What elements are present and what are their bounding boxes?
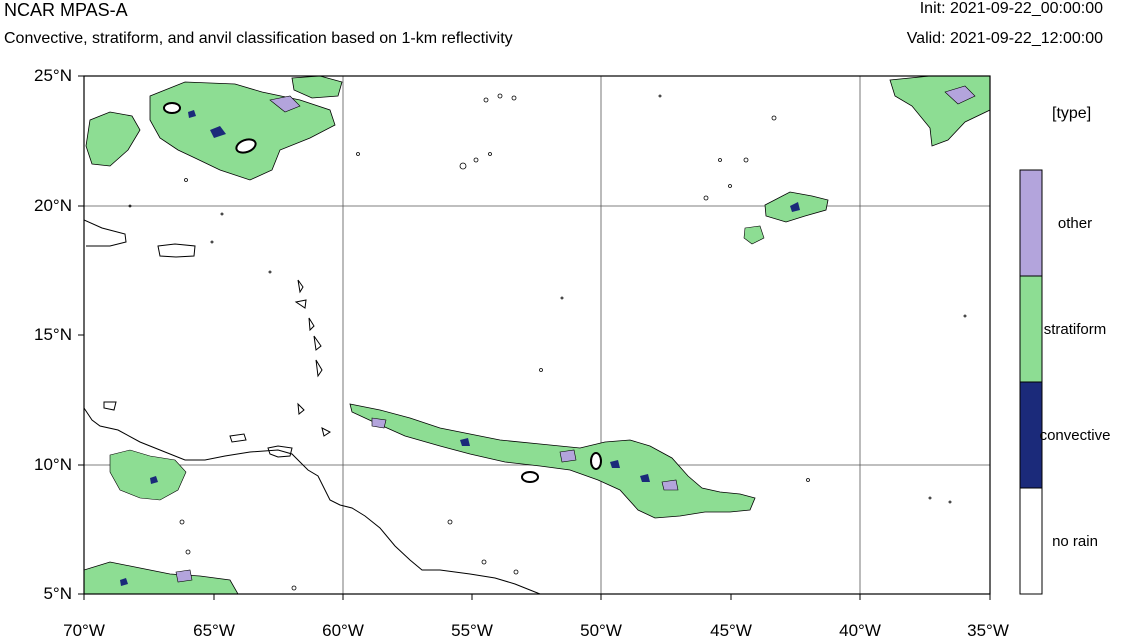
lat-label-25n: 25°N	[34, 66, 72, 85]
legend-label-no-rain: no rain	[1052, 533, 1098, 550]
precip-central-band	[349, 403, 756, 519]
island-arc-1	[297, 279, 304, 294]
chart-subtitle: Convective, stratiform, and anvil classi…	[4, 30, 513, 47]
island-arc-5	[315, 359, 323, 378]
island-arc-8	[229, 433, 247, 443]
legend-swatch-no-rain	[1019, 487, 1043, 595]
lat-label-5n: 5°N	[43, 584, 72, 603]
south-america-coast	[84, 407, 541, 594]
precip-north-east	[743, 76, 990, 245]
trinidad-coast	[267, 445, 293, 458]
init-time: Init: 2021-09-22_00:00:00	[919, 0, 1103, 17]
coastlines	[84, 219, 541, 594]
hispaniola-coast	[84, 219, 127, 247]
island-arc-2	[294, 299, 307, 309]
legend-colorbar	[1019, 169, 1043, 595]
island-arc-6	[297, 402, 305, 415]
precip-south-west	[84, 449, 239, 594]
lat-label-15n: 15°N	[34, 325, 72, 344]
lon-label-70w: 70°W	[63, 621, 105, 640]
island-arc-7	[321, 427, 331, 437]
chart-title: NCAR MPAS-A	[4, 0, 128, 20]
lon-label-50w: 50°W	[580, 621, 622, 640]
lon-label-45w: 45°W	[710, 621, 752, 640]
legend-label-stratiform: stratiform	[1043, 321, 1107, 338]
map-content	[84, 76, 990, 594]
axis-ticks	[78, 75, 991, 600]
precip-north-west	[85, 76, 343, 181]
legend-title: [type]	[1052, 105, 1092, 122]
valid-time: Valid: 2021-09-22_12:00:00	[906, 30, 1103, 47]
lon-label-60w: 60°W	[322, 621, 364, 640]
lon-label-40w: 40°W	[839, 621, 881, 640]
legend-label-convective: convective	[1039, 427, 1111, 444]
puerto-rico-coast	[157, 243, 196, 258]
island-arc-9	[103, 401, 117, 411]
lon-label-35w: 35°W	[967, 621, 1009, 640]
lon-label-55w: 55°W	[451, 621, 493, 640]
legend-label-other: other	[1057, 215, 1093, 232]
island-arc-3	[308, 317, 315, 332]
lat-label-20n: 20°N	[34, 196, 72, 215]
island-arc-4	[313, 335, 322, 351]
scattered-cells	[128, 93, 967, 591]
lat-label-10n: 10°N	[34, 455, 72, 474]
lon-label-65w: 65°W	[193, 621, 235, 640]
